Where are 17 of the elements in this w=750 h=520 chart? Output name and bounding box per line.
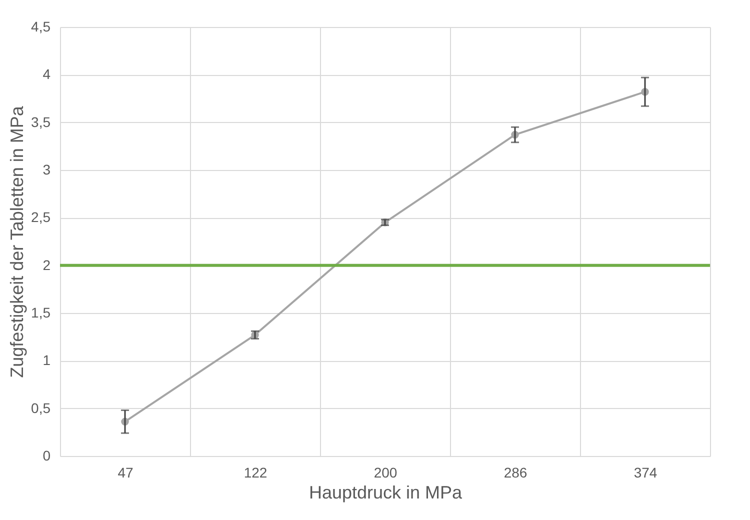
y-tick-label: 4,5 [31, 18, 51, 34]
y-tick-label: 3 [42, 162, 51, 178]
x-tick-label: 374 [634, 464, 658, 480]
y-tick-label: 2 [42, 256, 51, 273]
y-tick-label: 0 [42, 448, 51, 464]
x-tick-label: 122 [244, 464, 268, 480]
y-tick-label: 3,5 [31, 114, 51, 130]
y-axis-title: Zugfestigkeit der Tabletten in MPa [7, 105, 28, 378]
x-tick-label: 200 [374, 464, 398, 480]
x-tick-label: 47 [118, 464, 134, 480]
y-tick-label: 1,5 [31, 304, 51, 320]
y-tick-label: 0,5 [31, 400, 51, 416]
y-tick-label: 4 [42, 66, 51, 82]
y-tick-label: 1 [42, 352, 51, 368]
x-tick-label: 286 [504, 464, 528, 480]
x-axis-title: Hauptdruck in MPa [308, 482, 464, 502]
y-tick-label: 2,5 [31, 209, 51, 226]
